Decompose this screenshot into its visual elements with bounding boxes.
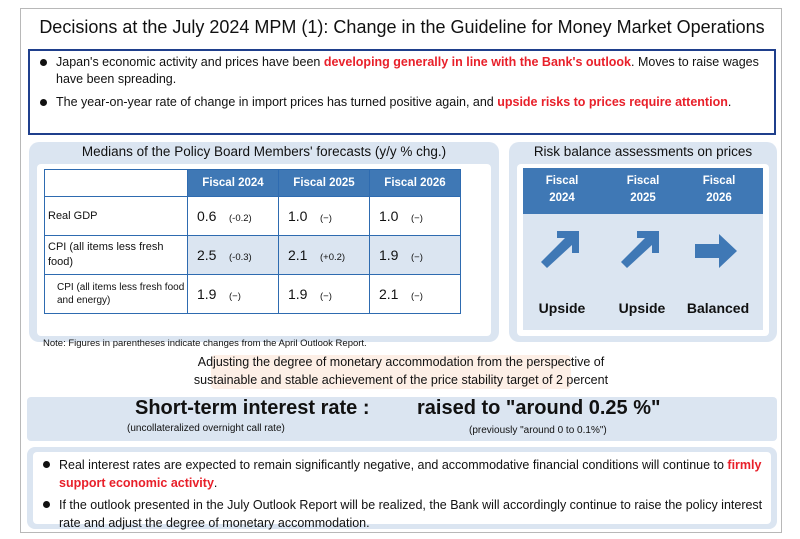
risk-body: Upside Upside Balanced xyxy=(523,214,763,330)
bullet-dot-icon xyxy=(43,461,50,468)
row-label: CPI (all items less fresh food) xyxy=(44,235,188,275)
forecast-table: Fiscal 2024 Fiscal 2025 Fiscal 2026 Real… xyxy=(44,169,461,314)
cell-value: 2.1 xyxy=(288,247,308,263)
bullet-dot-icon xyxy=(40,59,47,66)
rate-previous: (previously "around 0 to 0.1%") xyxy=(469,425,607,436)
slide-title: Decisions at the July 2024 MPM (1): Chan… xyxy=(39,17,765,37)
table-header-row: Fiscal 2024 Fiscal 2025 Fiscal 2026 xyxy=(44,169,461,197)
bullet-text: The year-on-year rate of change in impor… xyxy=(56,95,498,109)
cell-change: (−) xyxy=(320,291,332,302)
summary-bullet-1: Japan's economic activity and prices hav… xyxy=(38,54,766,88)
risk-label: Upside xyxy=(538,300,586,316)
cell-change: (−) xyxy=(320,213,332,224)
table-cell: 2.1 (+0.2) xyxy=(278,235,370,275)
rate-title: Short-term interest rate : xyxy=(135,397,370,419)
table-cell: 2.5 (-0.3) xyxy=(187,235,279,275)
bullet-text: . xyxy=(727,95,732,109)
table-cell: 1.9 (−) xyxy=(278,274,370,314)
slide-frame: Decisions at the July 2024 MPM (1): Chan… xyxy=(20,8,782,533)
column-header: Fiscal 2025 xyxy=(278,169,370,197)
rate-value: raised to "around 0.25 %" xyxy=(417,397,661,419)
bullet-dot-icon xyxy=(40,99,47,106)
cell-value: 1.9 xyxy=(288,286,308,302)
risk-label: Balanced xyxy=(686,300,750,316)
summary-bullet-2: The year-on-year rate of change in impor… xyxy=(38,94,766,111)
cell-change: (-0.2) xyxy=(229,213,252,224)
table-cell: 0.6 (-0.2) xyxy=(187,196,279,236)
column-header: Fiscal 2026 xyxy=(369,169,461,197)
arrow-up-right-icon xyxy=(541,231,579,268)
forecast-inner: Fiscal 2024 Fiscal 2025 Fiscal 2026 Real… xyxy=(37,164,491,349)
table-row: CPI (all items less fresh food and energ… xyxy=(44,274,461,314)
cell-change: (−) xyxy=(411,291,423,302)
outlook-inner: Real interest rates are expected to rema… xyxy=(33,452,771,530)
bullet-highlight: developing generally in line with the Ba… xyxy=(323,55,632,69)
cell-value: 1.9 xyxy=(197,286,217,302)
adjust-line: Adjusting the degree of monetary accommo… xyxy=(197,355,605,369)
bullet-highlight: upside risks to prices require attention xyxy=(497,95,728,109)
adjust-line: sustainable and stable achievement of th… xyxy=(193,373,609,387)
table-row: Real GDP 0.6 (-0.2) 1.0 (−) 1.0 (−) xyxy=(44,196,461,236)
summary-box: Japan's economic activity and prices hav… xyxy=(28,49,776,135)
cell-value: 1.9 xyxy=(379,247,399,263)
table-cell: 2.1 (−) xyxy=(369,274,461,314)
risk-inner: Fiscal 2024 Fiscal 2025 Fiscal 2026 Upside … xyxy=(517,164,769,336)
bullet-text: . Moves to raise wages have been spreadi… xyxy=(56,55,759,86)
cell-change: (−) xyxy=(411,213,423,224)
rate-box: Short-term interest rate : (uncollateral… xyxy=(27,397,777,441)
cell-change: (-0.3) xyxy=(229,252,252,263)
adjust-highlight xyxy=(211,355,571,389)
row-label: Real GDP xyxy=(44,196,188,236)
arrow-right-icon xyxy=(695,234,737,268)
cell-change: (−) xyxy=(229,291,241,302)
adjust-statement: Adjusting the degree of monetary accommo… xyxy=(121,353,681,389)
risk-header: Fiscal 2024 Fiscal 2025 Fiscal 2026 xyxy=(523,168,763,214)
table-cell: 1.0 (−) xyxy=(369,196,461,236)
risk-panel: Risk balance assessments on prices Fisca… xyxy=(509,142,777,342)
bullet-text: . xyxy=(213,476,218,490)
bullet-text: If the outlook presented in the July Out… xyxy=(59,498,763,530)
column-header: Fiscal 2024 xyxy=(187,169,279,197)
risk-column-header: Fiscal 2024 xyxy=(545,175,579,204)
table-cell: 1.0 (−) xyxy=(278,196,370,236)
rate-subtitle: (uncollateralized overnight call rate) xyxy=(127,423,285,434)
outlook-box: Real interest rates are expected to rema… xyxy=(27,447,777,530)
table-cell: 1.9 (−) xyxy=(187,274,279,314)
bullet-text: Japan's economic activity and prices hav… xyxy=(56,55,324,69)
bullet-highlight: firmly support economic activity xyxy=(59,458,762,490)
table-row: CPI (all items less fresh food) 2.5 (-0.3… xyxy=(44,235,461,275)
row-label: CPI (all items less fresh food and energ… xyxy=(44,274,188,314)
cell-value: 1.0 xyxy=(379,208,399,224)
risk-column-header: Fiscal 2025 xyxy=(626,175,660,204)
table-cell: 1.9 (−) xyxy=(369,235,461,275)
risk-title: Risk balance assessments on prices xyxy=(533,144,753,159)
outlook-bullet-2: If the outlook presented in the July Out… xyxy=(41,496,763,532)
cell-change: (−) xyxy=(411,252,423,263)
table-note: Note: Figures in parentheses indicate ch… xyxy=(43,338,367,349)
arrow-up-right-icon xyxy=(621,231,659,268)
bullet-dot-icon xyxy=(43,501,50,508)
bullet-text: Real interest rates are expected to rema… xyxy=(59,458,728,472)
risk-column-header: Fiscal 2026 xyxy=(702,175,736,204)
forecast-title: Medians of the Policy Board Members' for… xyxy=(81,144,447,159)
forecast-panel: Medians of the Policy Board Members' for… xyxy=(29,142,499,349)
cell-value: 2.1 xyxy=(379,286,399,302)
risk-label: Upside xyxy=(618,300,666,316)
cell-value: 2.5 xyxy=(197,247,217,263)
table-corner xyxy=(44,169,188,197)
cell-value: 0.6 xyxy=(197,208,217,224)
cell-value: 1.0 xyxy=(288,208,308,224)
cell-change: (+0.2) xyxy=(320,252,346,263)
outlook-bullet-1: Real interest rates are expected to rema… xyxy=(41,456,763,492)
